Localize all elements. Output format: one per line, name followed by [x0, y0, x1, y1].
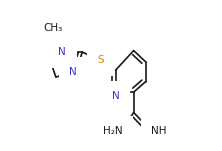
Text: CH₃: CH₃ — [43, 23, 62, 33]
Text: S: S — [98, 55, 105, 65]
Text: NH: NH — [151, 126, 166, 136]
Text: N: N — [69, 67, 77, 77]
Text: N: N — [58, 47, 66, 57]
Text: N: N — [112, 91, 119, 101]
Text: H₂N: H₂N — [103, 126, 122, 136]
